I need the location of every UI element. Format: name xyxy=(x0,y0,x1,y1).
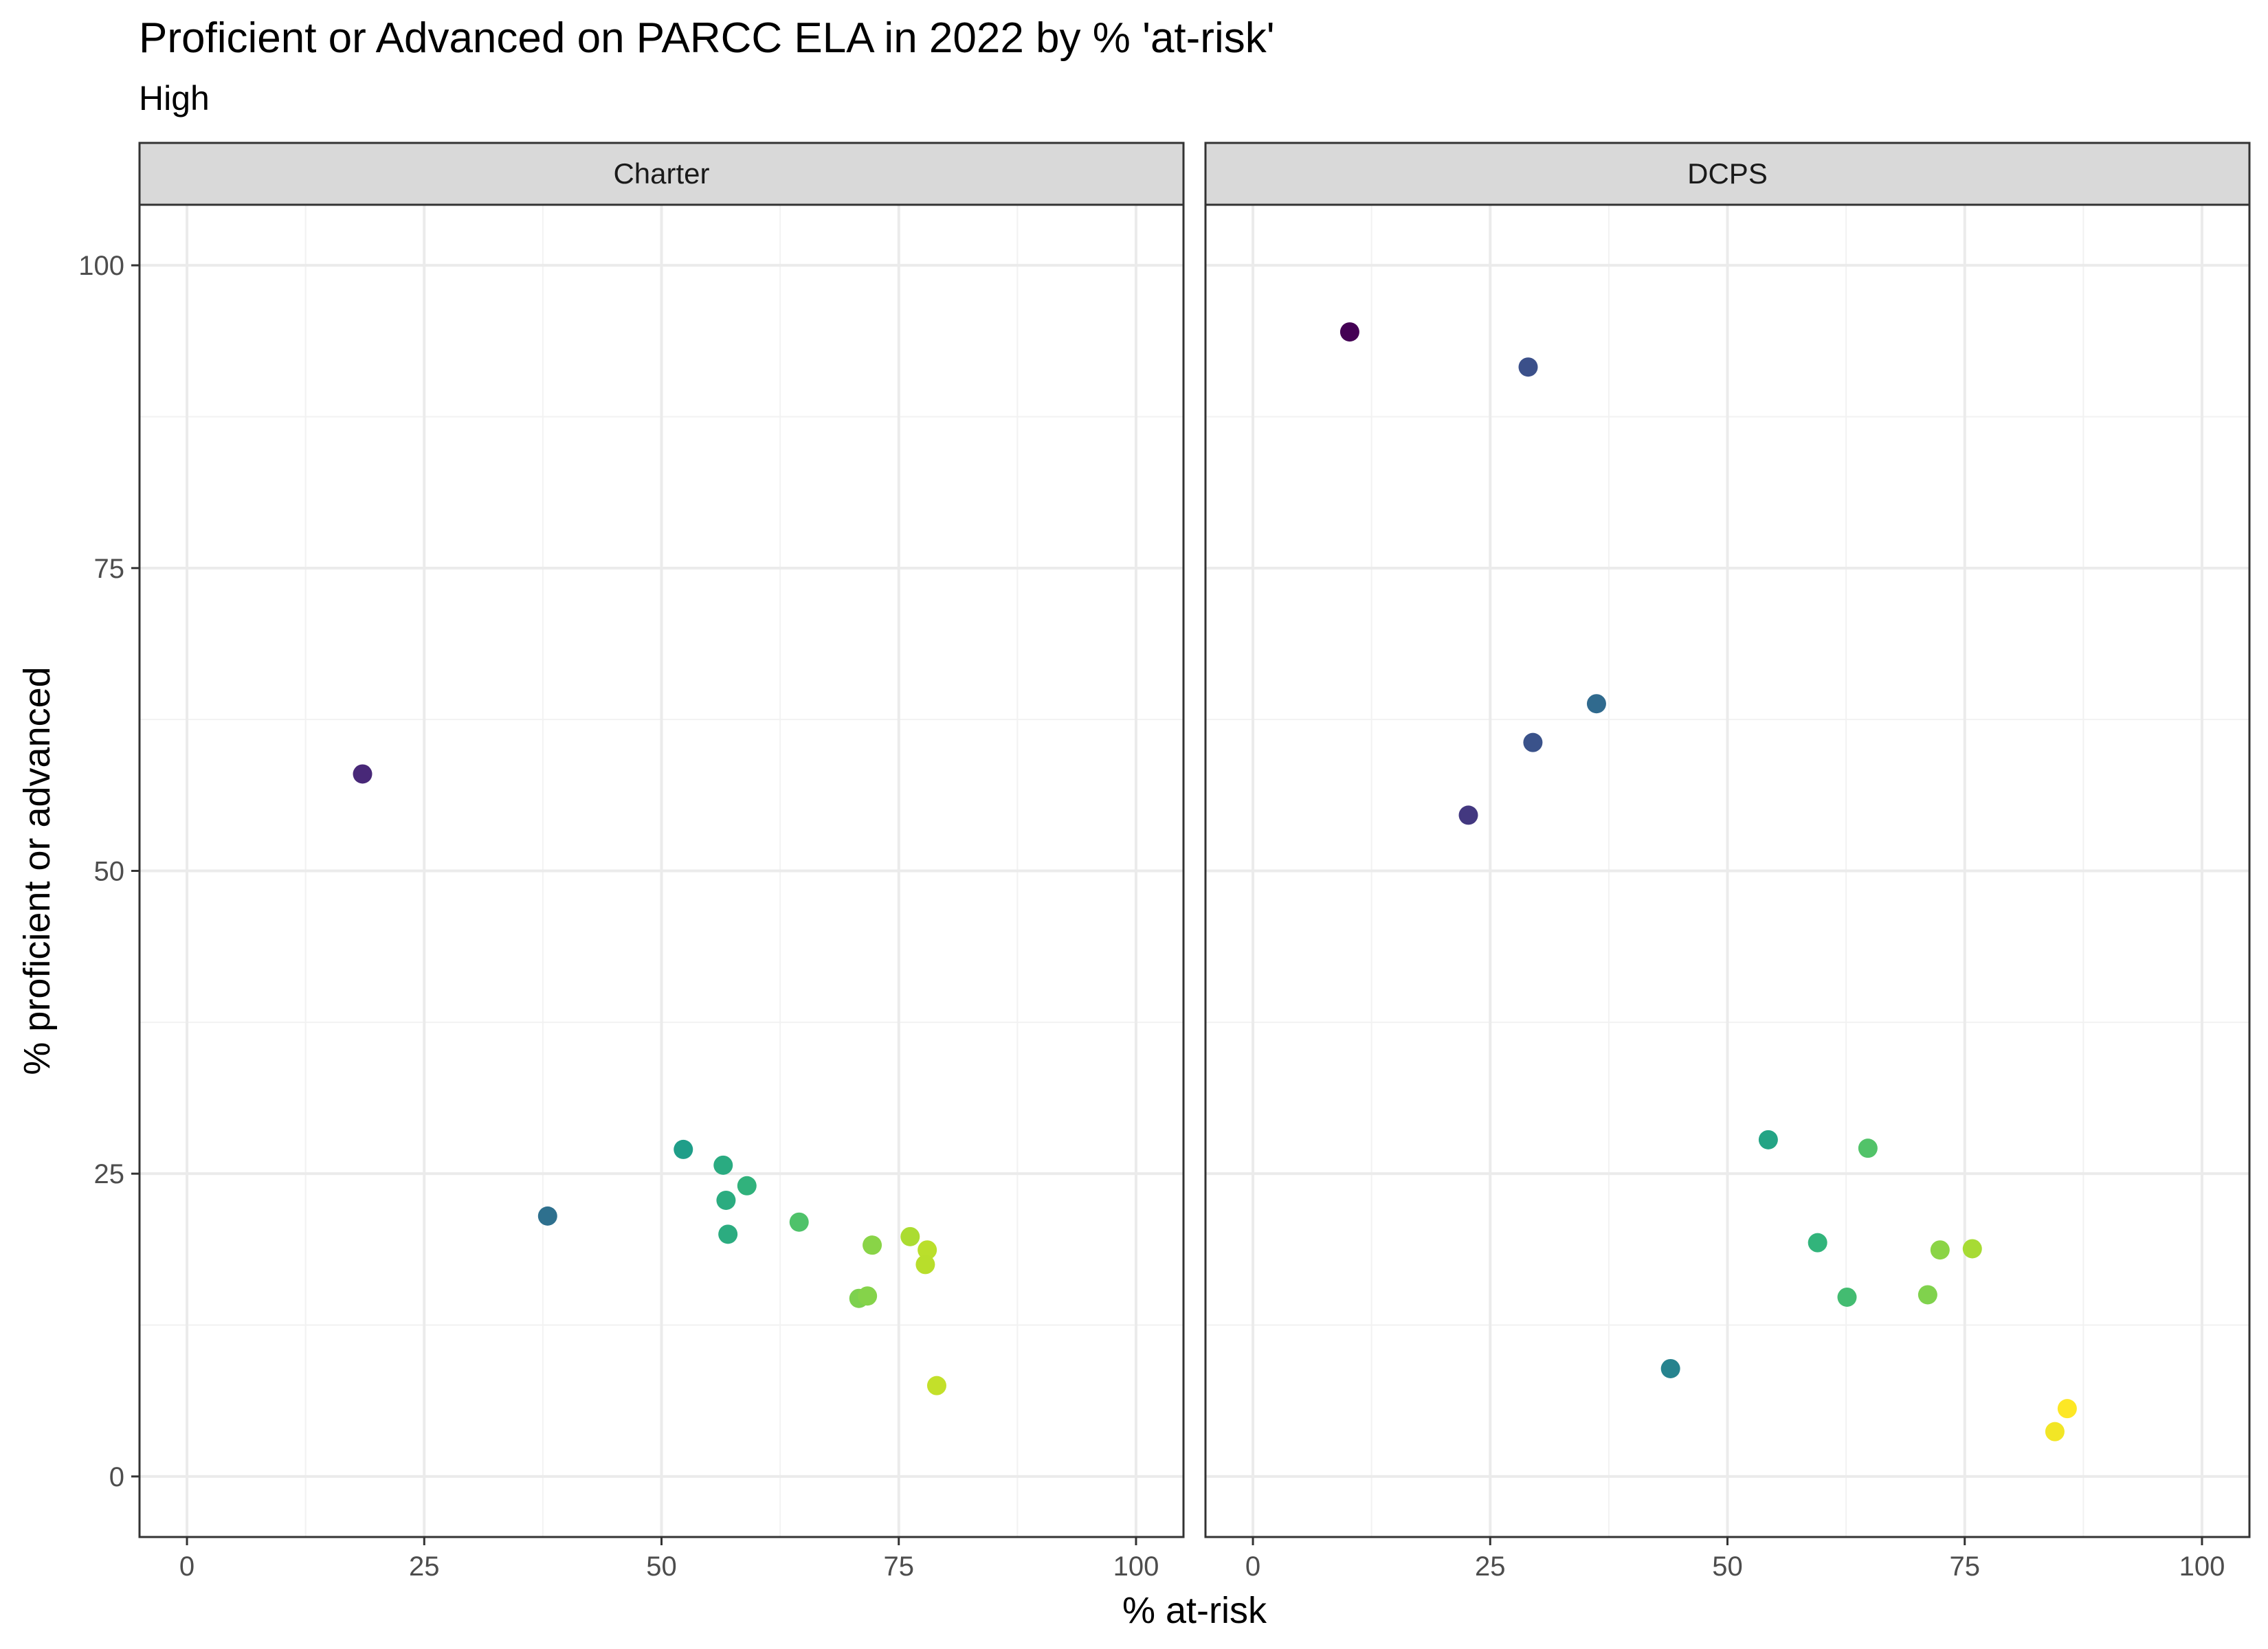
facet-charter-point xyxy=(789,1212,809,1232)
facet-charter-x-tick-label: 75 xyxy=(883,1551,914,1582)
facet-charter-strip-label: Charter xyxy=(613,157,709,190)
y-tick-label: 75 xyxy=(94,554,125,584)
facet-dcps-point xyxy=(1758,1130,1778,1149)
facet-charter-strip xyxy=(138,142,1185,206)
facet-dcps-point xyxy=(1523,732,1543,752)
facet-dcps-point xyxy=(1917,1285,1937,1305)
facet-dcps-point xyxy=(1458,805,1478,825)
facet-dcps-point xyxy=(1858,1138,1878,1158)
y-axis-title: % proficient or advanced xyxy=(16,666,58,1075)
y-tick-label: 100 xyxy=(78,251,124,281)
facet-dcps-point xyxy=(1586,694,1606,714)
facet-dcps-strip-label: DCPS xyxy=(1687,157,1768,190)
facet-charter-point xyxy=(863,1235,882,1255)
facet-charter-x-tick-label: 100 xyxy=(1113,1551,1159,1582)
facet-dcps-point xyxy=(2057,1399,2077,1419)
facet-dcps-strip xyxy=(1204,142,2251,206)
facet-dcps-x-tick-label: 100 xyxy=(2179,1551,2225,1582)
facet-charter-x-tick-label: 50 xyxy=(646,1551,677,1582)
facet-charter-point xyxy=(716,1190,736,1210)
facet-charter-x-tick-label: 0 xyxy=(179,1551,194,1582)
facet-charter-point xyxy=(926,1376,946,1395)
facet-dcps-point xyxy=(1962,1239,1982,1259)
facet-charter-point xyxy=(900,1226,920,1246)
facet-dcps-x-tick-label: 50 xyxy=(1712,1551,1743,1582)
x-axis-title: % at-risk xyxy=(1122,1590,1267,1631)
facet-charter-point xyxy=(915,1255,935,1275)
facet-dcps-x-tick-label: 25 xyxy=(1475,1551,1506,1582)
facet-charter-point xyxy=(353,764,373,784)
y-tick-label: 25 xyxy=(94,1159,125,1189)
facet-charter-point xyxy=(918,1240,937,1260)
facet-charter-point xyxy=(737,1176,757,1196)
chart-subtitle: High xyxy=(139,79,210,117)
facet-dcps-point xyxy=(1930,1240,1950,1260)
facet-charter-point xyxy=(537,1206,557,1226)
facet-dcps-point xyxy=(1339,322,1359,342)
facet-charter-point xyxy=(858,1286,878,1306)
facet-charter-point xyxy=(674,1139,693,1159)
facet-dcps-point xyxy=(1660,1358,1680,1378)
facet-dcps-x-tick-label: 75 xyxy=(1949,1551,1980,1582)
y-tick-label: 50 xyxy=(94,857,125,887)
facet-charter-point xyxy=(713,1155,733,1175)
facet-dcps-point xyxy=(1518,357,1538,377)
chart-title: Proficient or Advanced on PARCC ELA in 2… xyxy=(139,14,1275,62)
facet-charter-point xyxy=(718,1224,738,1244)
facet-dcps-x-tick-label: 0 xyxy=(1245,1551,1260,1582)
facet-dcps-point xyxy=(1837,1287,1857,1307)
y-tick-label: 0 xyxy=(109,1462,124,1492)
facet-charter-x-tick-label: 25 xyxy=(409,1551,440,1582)
facet-dcps-point xyxy=(1808,1233,1827,1253)
facet-dcps-point xyxy=(2045,1422,2065,1442)
